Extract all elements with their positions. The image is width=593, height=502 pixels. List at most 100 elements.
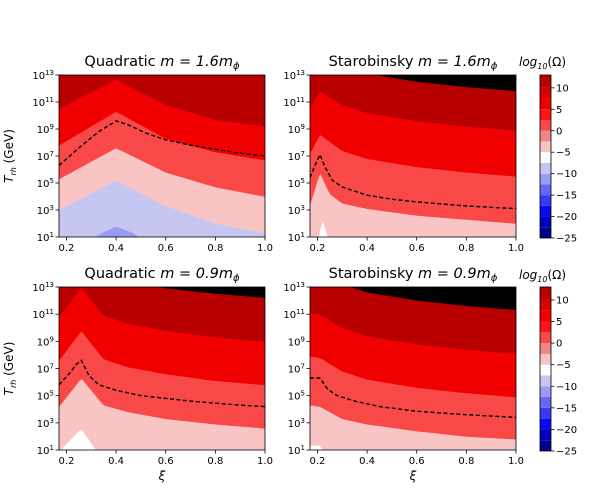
colorbar-tick-label: 10	[556, 295, 569, 306]
colorbar-tick-label: −20	[556, 425, 577, 436]
x-tick-label: 0.2	[309, 243, 325, 254]
colorbar-tick-label: 10	[556, 83, 569, 94]
panel-title: Starobinsky m = 0.9mϕ	[329, 266, 498, 284]
x-tick-label: 0.2	[58, 243, 74, 254]
y-tick-label: 101	[37, 444, 54, 457]
y-tick-label: 1011	[283, 308, 305, 321]
colorbar-segment	[540, 332, 551, 344]
y-axis-label: Trh (GeV)	[2, 342, 18, 396]
colorbar-tick-label: 5	[556, 317, 562, 328]
y-tick-label: 107	[37, 150, 54, 163]
colorbar-segment	[540, 152, 551, 163]
colorbar-segment	[540, 353, 551, 365]
contour-band	[375, 75, 516, 92]
y-tick-label: 105	[37, 177, 54, 190]
colorbar-segment	[540, 120, 551, 131]
x-tick-label: 0.4	[108, 243, 124, 254]
colorbar-tick-label: −15	[556, 403, 577, 414]
y-tick-label: 103	[37, 204, 54, 217]
colorbar-tick-label: −5	[556, 148, 571, 159]
colorbar-tick-label: −5	[556, 360, 571, 371]
y-tick-label: 105	[288, 390, 305, 403]
y-tick-label: 1013	[283, 281, 305, 294]
x-tick-label: 0.8	[207, 456, 223, 467]
x-tick-label: 0.6	[158, 456, 174, 467]
colorbar-segment	[540, 418, 551, 430]
colorbar-segment	[540, 141, 551, 153]
panel-2: 0.2 0.4 0.6 0.8 1.0 101 103 105 107 109 1011 1013 St…	[283, 54, 524, 254]
x-tick-label: 0.8	[207, 243, 223, 254]
x-tick-label: 0.6	[158, 243, 174, 254]
plot-area	[59, 75, 265, 237]
colorbar-tick-label: −25	[556, 447, 577, 458]
y-tick-label: 105	[288, 177, 305, 190]
dashed-curve	[310, 152, 516, 210]
x-tick-label: 1.0	[257, 243, 273, 254]
colorbar-segment	[540, 364, 551, 376]
colorbar-segment	[540, 386, 551, 398]
colorbar-segment	[540, 287, 551, 300]
contour-band	[310, 75, 516, 131]
x-tick-label: 0.2	[58, 456, 74, 467]
y-tick-label: 103	[288, 204, 305, 217]
plot-area	[310, 287, 516, 450]
colorbar-segment	[540, 216, 551, 228]
y-tick-label: 107	[288, 150, 305, 163]
colorbar-segment	[540, 429, 551, 441]
y-tick-label: 109	[288, 335, 305, 348]
y-axis-label: Trh (GeV)	[2, 129, 18, 183]
colorbar-segment	[540, 173, 551, 185]
y-tick-label: 109	[288, 123, 305, 136]
colorbar-segment	[540, 397, 551, 408]
y-tick-label: 103	[37, 417, 54, 430]
colorbar-tick-label: −15	[556, 191, 577, 202]
y-tick-label: 105	[37, 390, 54, 403]
y-tick-label: 107	[37, 363, 54, 376]
colorbar-segment	[540, 407, 551, 419]
colorbar-segment	[540, 227, 551, 238]
colorbar-segment	[540, 440, 551, 451]
colorbar-segment	[540, 75, 551, 88]
panel-title: Starobinsky m = 1.6mϕ	[329, 54, 498, 72]
panel-title: Quadratic m = 1.6mϕ	[84, 54, 240, 72]
panel-4: 0.2 0.4 0.6 0.8 1.0 101 103 105 107 109 1011 1013 St…	[283, 266, 524, 483]
colorbar-tick-label: 0	[556, 339, 562, 350]
colorbar-tick-label: −10	[556, 169, 577, 180]
colorbar-label: log10(Ω)	[519, 55, 566, 71]
colorbar-segment	[540, 98, 551, 110]
colorbar-1: 10 5 0 −5 −10 −15 −20 −25 log10(Ω)	[519, 55, 577, 245]
colorbar-segment	[540, 87, 551, 99]
x-tick-label: 0.4	[359, 456, 375, 467]
contour-band	[350, 287, 516, 311]
x-tick-label: 0.2	[309, 456, 325, 467]
colorbar-segment	[540, 343, 551, 354]
y-tick-label: 109	[37, 335, 54, 348]
panel-3: 0.2 0.4 0.6 0.8 1.0 101 103 105 107 109 1011 1013 Qu…	[2, 266, 273, 483]
colorbar-segment	[540, 205, 551, 217]
dashed-curve	[59, 359, 265, 408]
y-tick-label: 101	[37, 231, 54, 244]
contour-band	[59, 75, 265, 127]
y-tick-label: 1011	[32, 308, 54, 321]
plot-area	[310, 75, 516, 237]
colorbar-segment	[540, 184, 551, 196]
x-tick-label: 0.4	[108, 456, 124, 467]
colorbar-segment	[540, 130, 551, 142]
y-tick-label: 1011	[32, 96, 54, 109]
colorbar-segment	[540, 375, 551, 387]
panel-title: Quadratic m = 0.9mϕ	[84, 266, 240, 284]
y-tick-label: 109	[37, 123, 54, 136]
colorbar-tick-label: 0	[556, 126, 562, 137]
colorbar-frame	[539, 74, 552, 239]
x-tick-label: 1.0	[508, 456, 524, 467]
colorbar-segment	[540, 109, 551, 121]
x-tick-label: 0.8	[458, 456, 474, 467]
dashed-curve	[310, 377, 516, 419]
colorbar-tick-label: 5	[556, 105, 562, 116]
x-axis-label: ξ	[158, 469, 166, 483]
colorbar-frame	[539, 286, 552, 452]
x-tick-label: 1.0	[257, 456, 273, 467]
dashed-curve	[59, 120, 265, 166]
y-tick-label: 107	[288, 363, 305, 376]
